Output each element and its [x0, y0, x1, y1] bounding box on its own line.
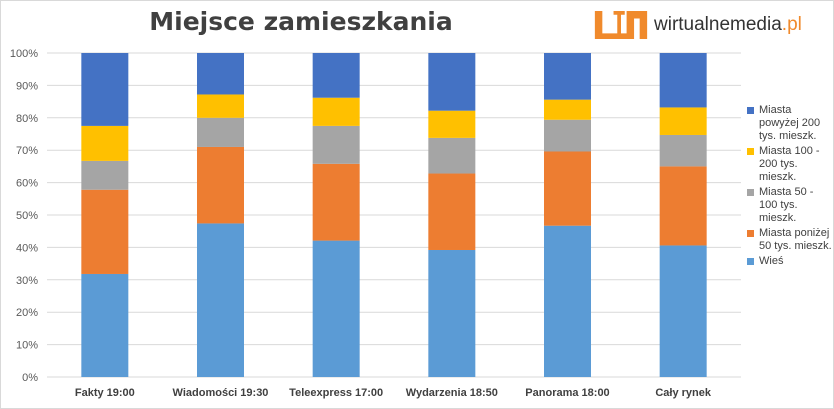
bar-segment [428, 53, 476, 111]
logo: wirtualnemedia.pl [593, 9, 802, 41]
bar-segment [312, 125, 360, 164]
bar-segment [312, 163, 360, 241]
y-tick-label: 80% [16, 113, 38, 125]
bar-segment [197, 223, 244, 377]
y-tick-label: 40% [16, 242, 38, 254]
bar-segment [428, 110, 476, 138]
bar-segment [81, 160, 129, 190]
bar-segment [197, 117, 244, 147]
bar-segment [312, 97, 360, 126]
legend-item: Miasta poniżej 50 tys. mieszk. [747, 227, 833, 253]
bar-segment [659, 166, 707, 246]
bar-segment [659, 53, 707, 108]
legend-label: Miasta powyżej 200 tys. mieszk. [759, 104, 821, 142]
y-tick-label: 90% [16, 80, 38, 92]
legend-item: Miasta 100 - 200 tys. mieszk. [747, 145, 833, 184]
y-tick-label: 30% [16, 275, 38, 287]
legend-label: Miasta 50 - 100 tys. mieszk. [759, 186, 814, 224]
x-tick-label: Cały rynek [655, 387, 712, 399]
bar-segment [544, 225, 591, 377]
bar-segment [81, 273, 129, 377]
bar-segment [197, 53, 244, 95]
y-tick-label: 100% [10, 48, 38, 60]
bar-segment [428, 249, 476, 377]
bar-segment [312, 240, 360, 377]
bar-segment [659, 107, 707, 135]
bar-segment [544, 119, 591, 152]
bar-segment [197, 94, 244, 118]
legend-swatch [747, 107, 754, 114]
logo-text: wirtualnemedia.pl [654, 14, 802, 36]
legend: Miasta powyżej 200 tys. mieszk. Miasta 10… [747, 104, 833, 270]
x-tick-label: Wydarzenia 18:50 [406, 387, 498, 399]
bar-segment [544, 151, 591, 226]
logo-suffix: .pl [781, 14, 802, 35]
bar-segment [544, 53, 591, 100]
legend-item: Miasta powyżej 200 tys. mieszk. [747, 104, 833, 143]
legend-swatch [747, 189, 754, 196]
y-tick-label: 10% [16, 340, 38, 352]
logo-icon [594, 11, 648, 39]
x-tick-label: Wiadomości 19:30 [173, 387, 269, 399]
y-tick-label: 20% [16, 307, 38, 319]
y-tick-label: 0% [22, 372, 38, 384]
legend-swatch [747, 258, 754, 265]
legend-swatch [747, 148, 754, 155]
bar-segment [197, 146, 244, 224]
legend-item: Miasta 50 - 100 tys. mieszk. [747, 186, 833, 225]
y-tick-label: 70% [16, 145, 38, 157]
bar-segment [659, 134, 707, 167]
legend-swatch [747, 230, 754, 237]
legend-label: Miasta poniżej 50 tys. mieszk. [759, 227, 832, 252]
x-tick-label: Teleexpress 17:00 [289, 387, 383, 399]
y-tick-label: 60% [16, 178, 38, 190]
y-tick-label: 50% [16, 210, 38, 222]
bar-segment [659, 245, 707, 377]
chart-title: Miejsce zamieszkania [149, 7, 453, 36]
x-tick-label: Panorama 18:00 [525, 387, 609, 399]
bar-segment [428, 173, 476, 250]
bar-segment [81, 189, 129, 274]
x-tick-label: Fakty 19:00 [75, 387, 135, 399]
legend-item: Wieś [747, 255, 833, 268]
bar-segment [428, 137, 476, 174]
bar-segment [312, 53, 360, 98]
bar-segment [544, 99, 591, 120]
logo-name: wirtualnemedia [654, 14, 782, 35]
bar-segment [81, 125, 129, 161]
bar-segment [81, 53, 129, 126]
legend-label: Wieś [759, 255, 784, 267]
legend-label: Miasta 100 - 200 tys. mieszk. [759, 145, 820, 183]
